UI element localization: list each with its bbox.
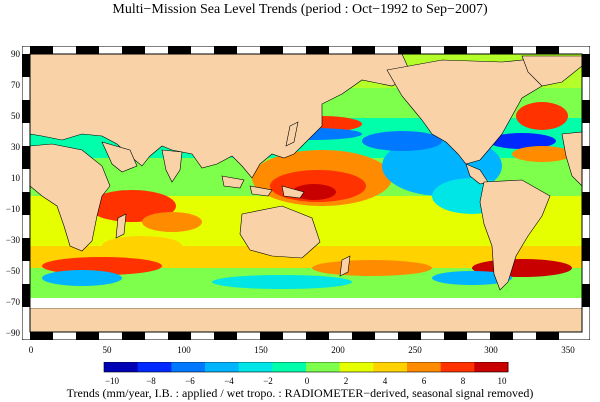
land-masses [29, 53, 583, 333]
colorbar-tick-label: −8 [146, 376, 156, 386]
lon-tick-label: 0 [29, 345, 34, 355]
latitude-axis: 90 70 50 30 10 −10 −30 −50 −70 −90 [6, 49, 21, 338]
colorbar: −10 −8 −6 −4 −2 0 2 4 6 8 10 [103, 362, 509, 386]
lat-tick-label: −30 [6, 235, 21, 245]
colorbar-swatch [137, 362, 172, 372]
colorbar-swatch [104, 362, 139, 372]
colorbar-tick-label: 4 [383, 376, 388, 386]
lon-tick-label: 150 [254, 345, 268, 355]
colorbar-swatch [171, 362, 206, 372]
colorbar-tick-label: −6 [185, 376, 195, 386]
sea-level-trend-map [22, 46, 590, 340]
colorbar-swatch [407, 362, 442, 372]
lat-tick-label: 10 [11, 173, 21, 183]
map-border [22, 46, 590, 340]
colorbar-tick-label: 0 [305, 376, 310, 386]
colorbar-tick-label: 10 [498, 376, 508, 386]
colorbar-swatch [306, 362, 341, 372]
colorbar-swatch [474, 362, 509, 372]
lat-tick-label: 70 [11, 80, 21, 90]
colorbar-tick-label: −2 [263, 376, 273, 386]
lat-tick-label: −70 [6, 297, 21, 307]
colorbar-swatch [339, 362, 374, 372]
lat-tick-label: 90 [11, 49, 21, 59]
lat-tick-label: −90 [6, 328, 21, 338]
colorbar-swatches [103, 362, 509, 373]
lon-tick-label: 250 [408, 345, 422, 355]
lat-tick-label: 30 [11, 142, 21, 152]
map-frame [22, 46, 590, 340]
colorbar-border [103, 362, 509, 373]
colorbar-swatch [373, 362, 408, 372]
colorbar-swatch [440, 362, 475, 372]
colorbar-tick-label: 8 [461, 376, 466, 386]
colorbar-caption: Trends (mm/year, I.B. : applied / wet tr… [66, 386, 534, 400]
lon-tick-label: 200 [331, 345, 345, 355]
lon-tick-label: 100 [177, 345, 191, 355]
colorbar-swatch [205, 362, 240, 372]
map-title: Multi−Mission Sea Level Trends (period :… [112, 2, 488, 17]
colorbar-tick-label: 6 [422, 376, 427, 386]
longitude-axis: 0 50 100 150 200 250 300 350 [29, 345, 576, 355]
colorbar-swatch [272, 362, 307, 372]
sea-ice-strip [30, 298, 582, 308]
lat-tick-label: −10 [6, 204, 21, 214]
colorbar-tick-label: −10 [105, 376, 120, 386]
lat-tick-label: −50 [6, 266, 21, 276]
lon-tick-label: 300 [484, 345, 498, 355]
colorbar-tick-label: −4 [224, 376, 234, 386]
colorbar-tick-label: 2 [344, 376, 349, 386]
colorbar-swatch [238, 362, 273, 372]
lon-tick-label: 350 [561, 345, 575, 355]
colorbar-labels: −10 −8 −6 −4 −2 0 2 4 6 8 10 [105, 376, 507, 386]
lon-tick-label: 50 [103, 345, 113, 355]
lat-tick-label: 50 [11, 111, 21, 121]
